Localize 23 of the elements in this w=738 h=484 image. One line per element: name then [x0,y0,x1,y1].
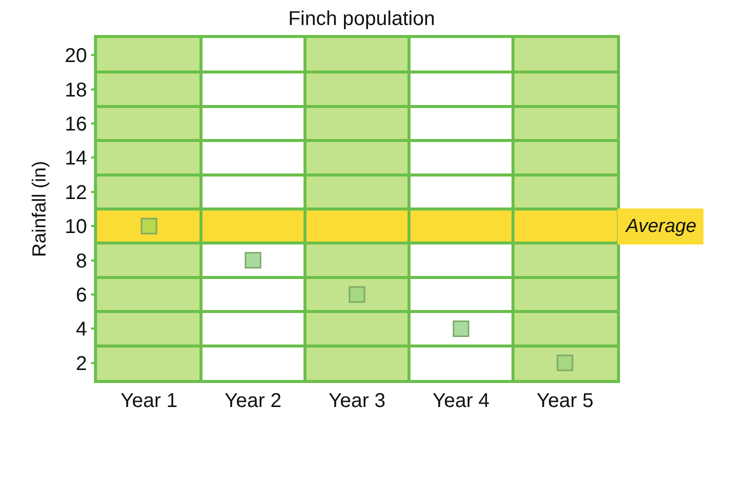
x-tick-label: Year 4 [432,390,490,412]
y-tick-label: 18 [64,79,87,102]
band-label: Average [625,216,696,237]
y-axis-title: Rainfall (in) [30,160,51,258]
point [452,320,470,337]
x-tick-label: Year 2 [224,390,282,412]
chart-title: Finch population [288,8,436,30]
y-tick-label: 16 [64,114,87,136]
y-tick-label: 8 [76,250,87,272]
y-tick-label: 2 [76,352,87,375]
point [244,252,262,269]
y-tick-label: 14 [64,148,87,170]
y-tick-label: 6 [76,284,87,306]
point [556,354,574,372]
x-tick-label: Year 3 [328,390,386,412]
x-tick-label: Year 1 [120,390,178,412]
x-tick-label: Year 5 [536,390,594,412]
point [140,218,158,234]
y-tick-label: 20 [64,45,87,68]
y-tick-label: 4 [76,318,87,341]
point [348,286,366,303]
y-tick-label: 12 [64,182,87,204]
y-tick-label: 10 [64,216,87,238]
